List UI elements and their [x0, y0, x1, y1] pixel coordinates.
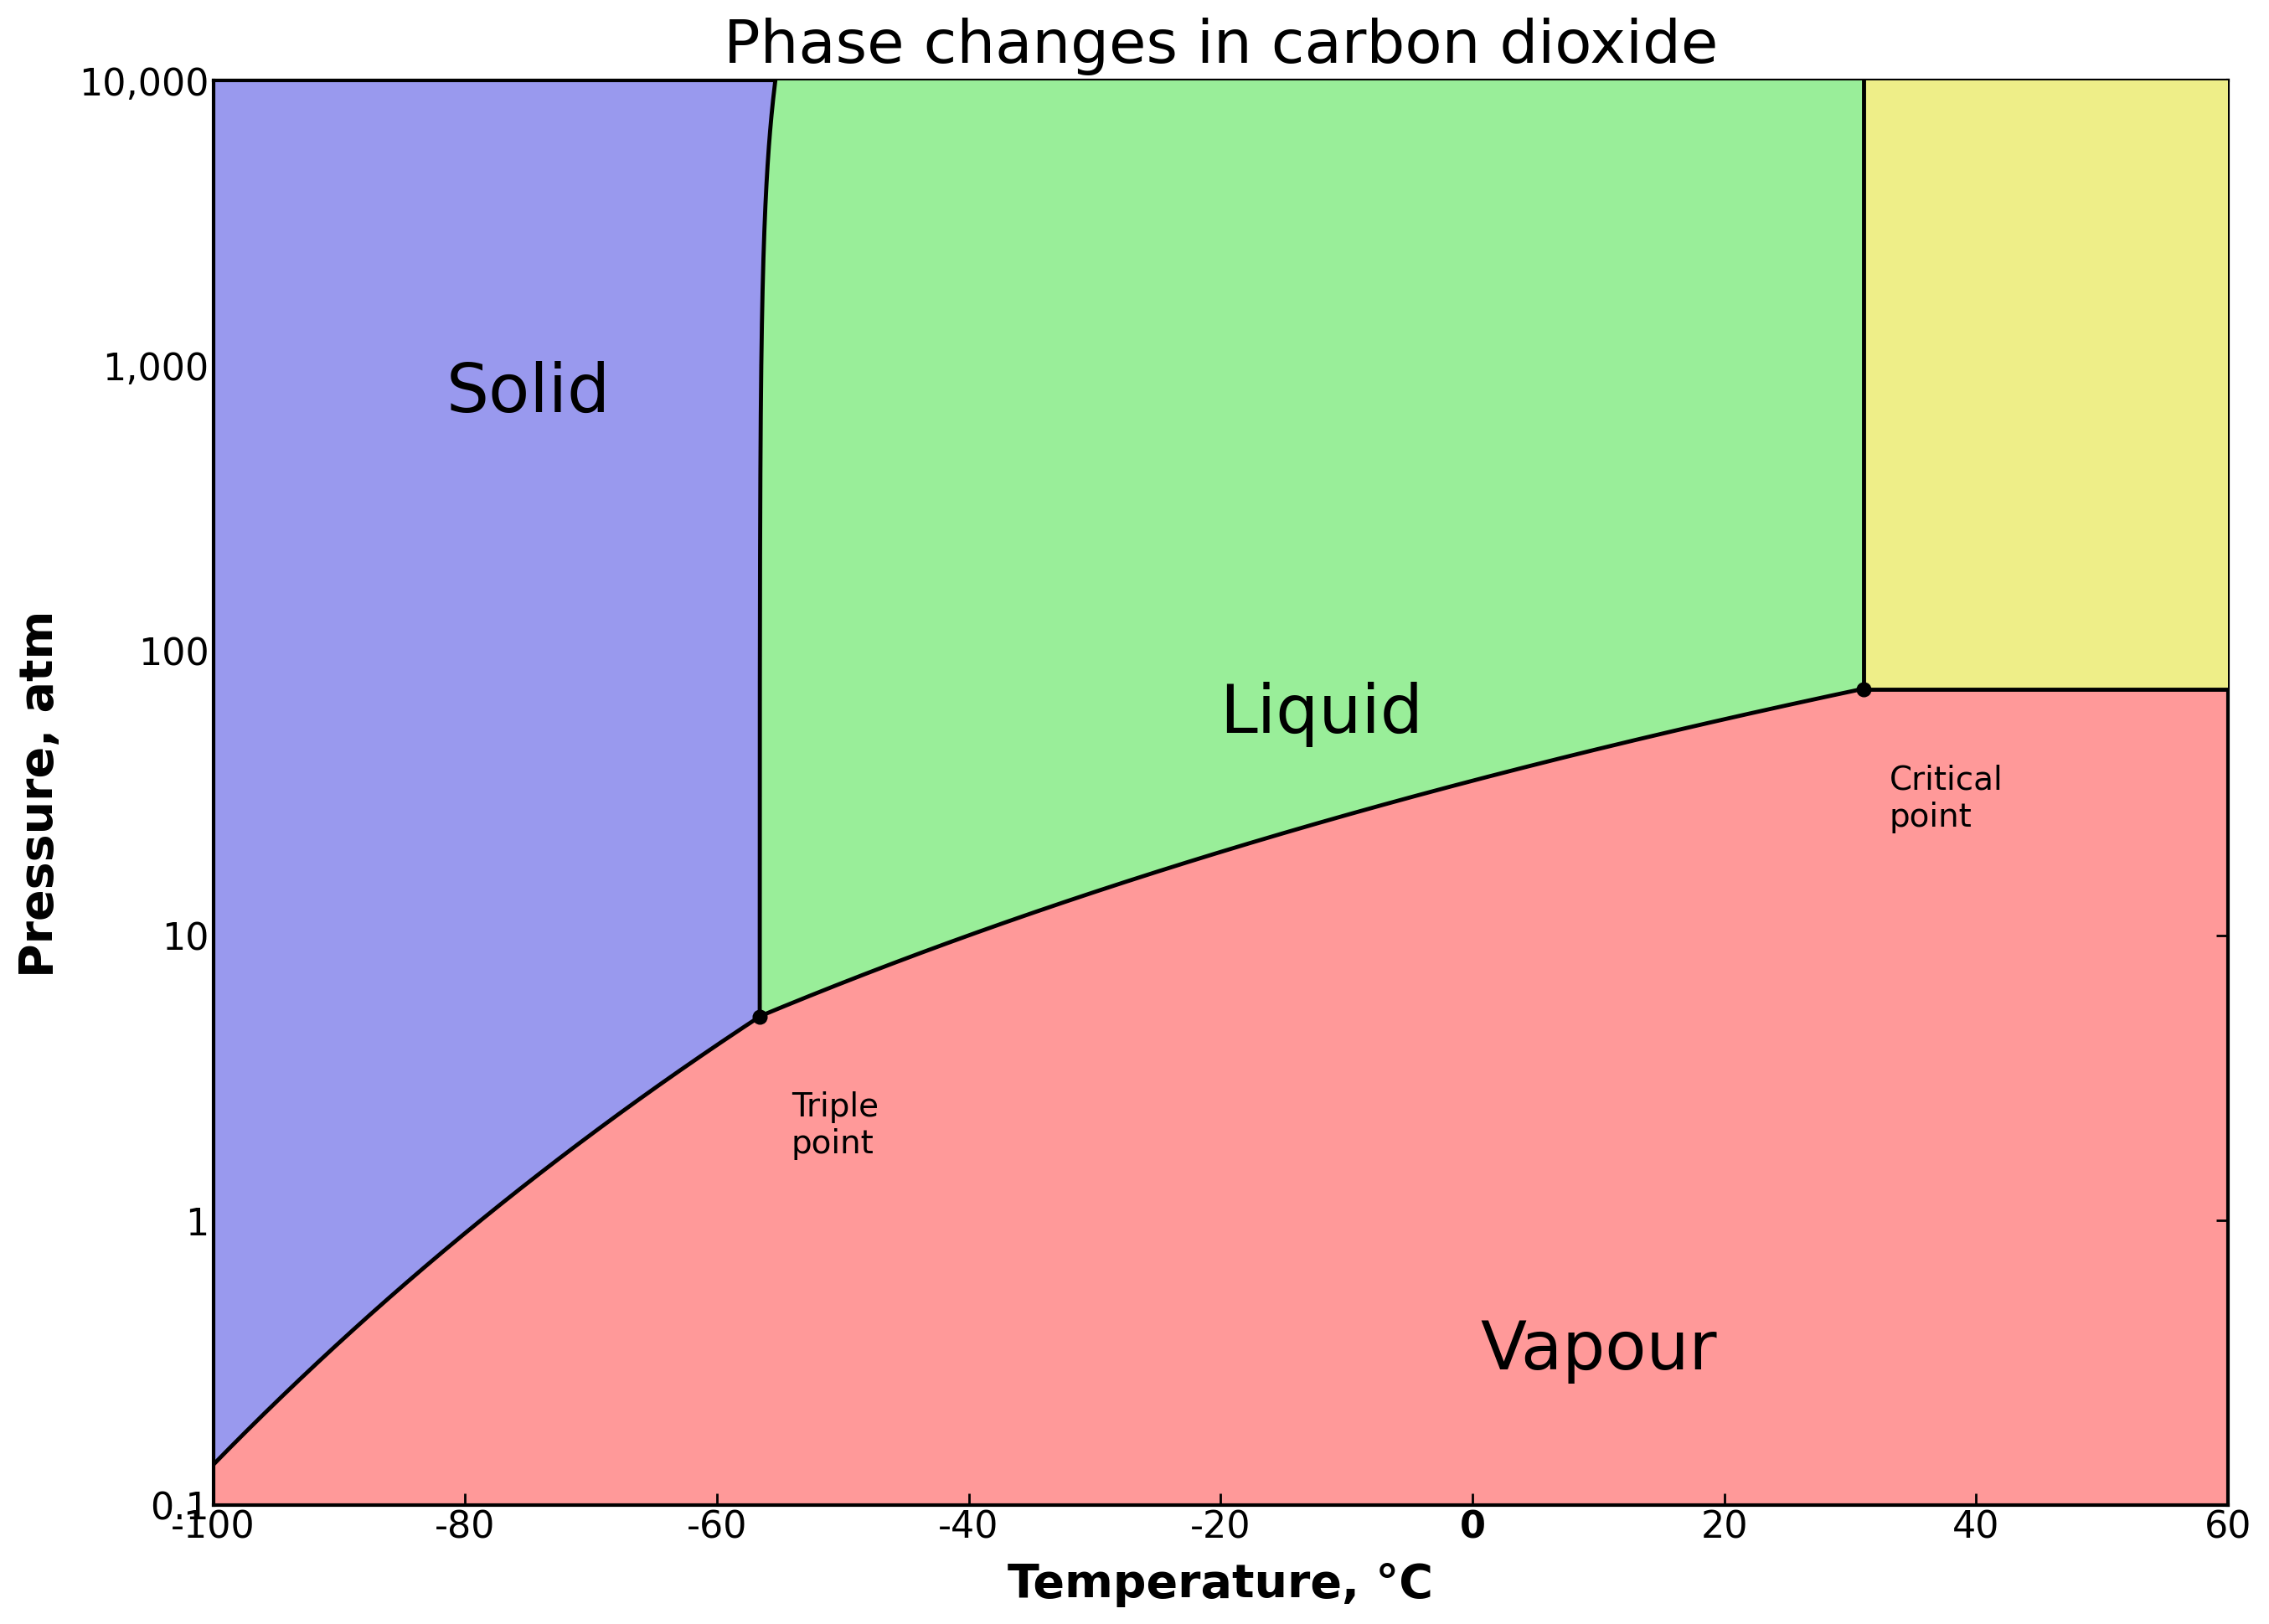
Text: Critical
point: Critical point: [1890, 763, 2004, 833]
Title: Phase changes in carbon dioxide: Phase changes in carbon dioxide: [724, 18, 1718, 75]
Polygon shape: [1865, 81, 2228, 690]
Text: Vapour: Vapour: [1479, 1317, 1718, 1382]
Text: Triple
point: Triple point: [792, 1091, 878, 1160]
Polygon shape: [760, 81, 1865, 1017]
Text: Liquid: Liquid: [1218, 682, 1423, 747]
Y-axis label: Pressure, atm: Pressure, atm: [18, 609, 64, 976]
Polygon shape: [213, 689, 2228, 1505]
Polygon shape: [213, 81, 776, 1465]
X-axis label: Temperature, °C: Temperature, °C: [1007, 1561, 1434, 1606]
Text: Solid: Solid: [447, 361, 610, 425]
